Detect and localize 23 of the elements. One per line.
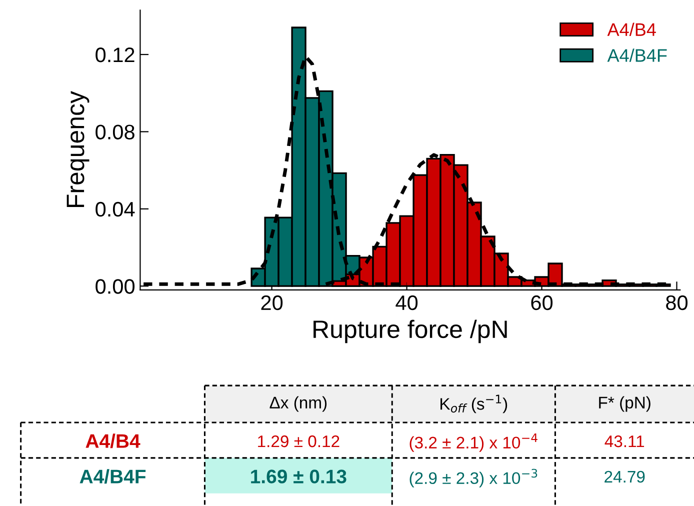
text: K$_{off}$ (s$^{−1}$) xyxy=(440,394,508,414)
text: 24.79 xyxy=(604,470,645,483)
text: Δx (nm) xyxy=(270,396,327,412)
legend-label: A4/B4F xyxy=(607,48,667,62)
text: 1.29 ± 0.12 xyxy=(258,435,340,448)
text: F* (pN) xyxy=(599,396,650,412)
y-tick-label: 0.00 xyxy=(96,279,135,294)
x-axis-title: Rupture force /pN xyxy=(314,320,507,344)
text: 1.69 ± 0.13 xyxy=(251,470,346,484)
text: A4/B4 xyxy=(86,434,140,448)
text: (3.2 ± 2.1) x 10$^{−4}$ xyxy=(410,434,538,452)
x-tick-label: 20 xyxy=(261,295,283,310)
legend-label: A4/B4 xyxy=(607,22,656,36)
x-tick-label: 40 xyxy=(396,295,418,310)
text: 43.11 xyxy=(604,435,644,448)
text: (2.9 ± 2.3) x 10$^{−3}$ xyxy=(410,468,538,488)
text: A4/B4F xyxy=(80,469,146,484)
y-tick-label: 0.12 xyxy=(96,48,134,62)
x-tick-label: 80 xyxy=(666,295,688,310)
y-axis-title: Frequency xyxy=(66,91,90,208)
y-tick-label: 0.04 xyxy=(96,202,135,217)
x-tick-label: 60 xyxy=(531,295,553,310)
y-tick-label: 0.08 xyxy=(96,124,134,140)
